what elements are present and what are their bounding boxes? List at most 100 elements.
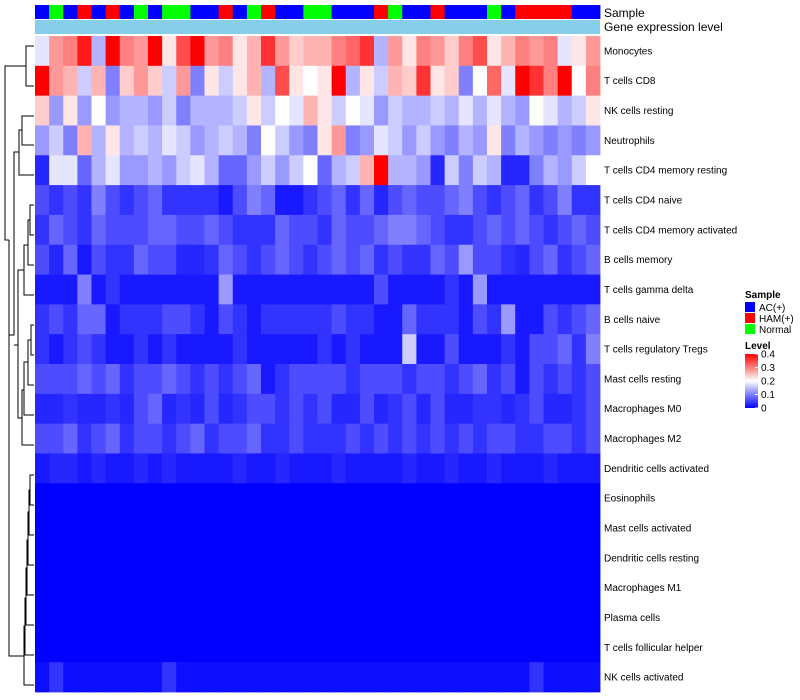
- heatmap-cell: [472, 65, 488, 97]
- heatmap-cell: [275, 393, 290, 425]
- heatmap-cell: [472, 36, 488, 67]
- heatmap-cell: [35, 304, 50, 335]
- heatmap-cell: [487, 364, 502, 395]
- heatmap-cell: [218, 214, 234, 246]
- heatmap-cell: [472, 542, 488, 574]
- heatmap-cell: [35, 364, 50, 395]
- heatmap-cell: [246, 274, 262, 305]
- heatmap-cell: [557, 393, 573, 425]
- heatmap-cell: [303, 453, 318, 484]
- heatmap-cell: [63, 214, 78, 246]
- sample-annotation-cell: [218, 5, 234, 19]
- heatmap-cell: [402, 393, 417, 425]
- heatmap-cell: [571, 393, 587, 425]
- heatmap-cell: [275, 155, 290, 186]
- heatmap-cell: [402, 572, 417, 603]
- heatmap-cell: [204, 662, 220, 693]
- heatmap-cell: [501, 125, 516, 156]
- heatmap-cell: [317, 393, 333, 425]
- heatmap-cell: [444, 95, 460, 126]
- heatmap-cell: [35, 155, 50, 186]
- heatmap-cell: [105, 483, 121, 514]
- sample-annotation-cell: [444, 5, 460, 19]
- heatmap-cell: [91, 662, 107, 693]
- heatmap-cell: [487, 423, 502, 454]
- heatmap-cell: [374, 662, 389, 693]
- heatmap-cell: [402, 662, 417, 693]
- sample-annotation-cell: [331, 5, 347, 19]
- heatmap-cell: [49, 214, 64, 246]
- row-label: Monocytes: [604, 46, 652, 57]
- heatmap-cell: [585, 95, 601, 126]
- heatmap-cell: [571, 632, 587, 663]
- heatmap-cell: [49, 304, 64, 335]
- heatmap-cell: [402, 304, 417, 335]
- heatmap-cell: [119, 572, 135, 603]
- heatmap-cell: [458, 483, 474, 514]
- sample-annotation-cell: [119, 5, 135, 19]
- heatmap-cell: [119, 483, 135, 514]
- heatmap-cell: [49, 244, 64, 275]
- sample-annotation-cell: [487, 5, 502, 19]
- heatmap-cell: [105, 632, 121, 663]
- heatmap-cell: [487, 483, 502, 514]
- heatmap-cell: [162, 423, 177, 454]
- heatmap-cell: [289, 185, 304, 216]
- heatmap-cell: [388, 304, 403, 335]
- heatmap-cell: [105, 602, 121, 633]
- heatmap-cell: [133, 185, 149, 216]
- heatmap-cell: [77, 483, 92, 514]
- heatmap-cell: [458, 364, 474, 395]
- heatmap-cell: [119, 185, 135, 216]
- heatmap-cell: [543, 244, 559, 275]
- sample-annotation-cell: [402, 5, 417, 19]
- heatmap-cell: [501, 542, 516, 574]
- heatmap-cell: [472, 185, 488, 216]
- heatmap-cell: [543, 513, 559, 544]
- heatmap-cell: [416, 274, 431, 305]
- heatmap-cell: [374, 393, 389, 425]
- heatmap-cell: [543, 125, 559, 156]
- heatmap-cell: [458, 36, 474, 67]
- heatmap-cell: [585, 453, 601, 484]
- heatmap-cell: [317, 304, 333, 335]
- dendrogram-branch: [18, 115, 34, 176]
- heatmap-cell: [162, 274, 177, 305]
- heatmap-cell: [331, 334, 347, 365]
- heatmap-cell: [416, 542, 431, 574]
- heatmap-cell: [204, 602, 220, 633]
- heatmap-cell: [458, 662, 474, 693]
- heatmap-cell: [148, 423, 163, 454]
- heatmap-cell: [444, 36, 460, 67]
- heatmap-cell: [472, 364, 488, 395]
- heatmap-cell: [275, 423, 290, 454]
- heatmap-cell: [331, 483, 347, 514]
- heatmap-cell: [176, 572, 191, 603]
- heatmap-cell: [176, 513, 191, 544]
- level-legend: Level 0.4 0.3 0.2 0.1 0: [745, 341, 775, 415]
- heatmap-cell: [515, 334, 530, 365]
- heatmap-cell: [49, 155, 64, 186]
- sample-legend-label: AC(+): [759, 303, 785, 314]
- heatmap-cell: [388, 185, 403, 216]
- heatmap-cell: [246, 214, 262, 246]
- heatmap-cell: [218, 304, 234, 335]
- heatmap-cell: [388, 483, 403, 514]
- heatmap-cell: [232, 602, 248, 633]
- heatmap-cell: [416, 364, 431, 395]
- sample-annotation-cell: [359, 5, 375, 19]
- heatmap-cell: [444, 334, 460, 365]
- heatmap-cell: [388, 214, 403, 246]
- heatmap-cell: [359, 304, 375, 335]
- heatmap-cell: [232, 304, 248, 335]
- heatmap-cell: [289, 393, 304, 425]
- heatmap-cell: [430, 542, 446, 574]
- heatmap-cell: [218, 155, 234, 186]
- heatmap-cell: [303, 95, 318, 126]
- heatmap-cell: [261, 453, 276, 484]
- heatmap-cell: [289, 244, 304, 275]
- heatmap-cell: [416, 185, 431, 216]
- heatmap-cell: [105, 304, 121, 335]
- heatmap-cell: [91, 304, 107, 335]
- heatmap-cell: [119, 602, 135, 633]
